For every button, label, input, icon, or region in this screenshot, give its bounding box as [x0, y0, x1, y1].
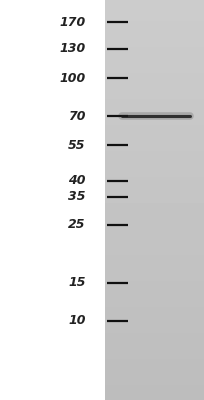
- Text: 170: 170: [59, 16, 86, 28]
- Text: 15: 15: [68, 276, 86, 289]
- Text: 130: 130: [59, 42, 86, 55]
- Text: 35: 35: [68, 190, 86, 203]
- Text: 25: 25: [68, 218, 86, 231]
- Text: 10: 10: [68, 314, 86, 327]
- Text: 100: 100: [59, 72, 86, 84]
- Text: 40: 40: [68, 174, 86, 187]
- Text: 55: 55: [68, 139, 86, 152]
- Text: 70: 70: [68, 110, 86, 122]
